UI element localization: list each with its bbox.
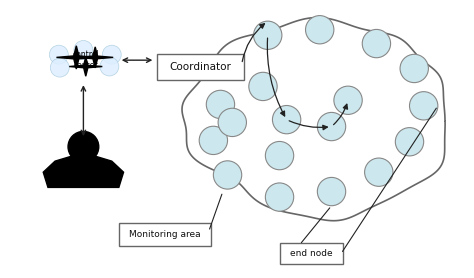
- Text: control
center: control center: [73, 51, 99, 70]
- Ellipse shape: [265, 183, 294, 211]
- Ellipse shape: [50, 58, 69, 77]
- Text: end node: end node: [290, 249, 333, 258]
- FancyBboxPatch shape: [156, 54, 244, 80]
- Ellipse shape: [254, 21, 282, 49]
- Ellipse shape: [365, 158, 393, 186]
- Ellipse shape: [68, 131, 99, 162]
- Text: Monitoring area: Monitoring area: [129, 230, 201, 239]
- Ellipse shape: [206, 90, 235, 119]
- Ellipse shape: [49, 45, 68, 64]
- Ellipse shape: [306, 16, 334, 44]
- Ellipse shape: [102, 45, 121, 64]
- Polygon shape: [69, 57, 102, 76]
- Ellipse shape: [318, 112, 346, 141]
- Polygon shape: [182, 18, 445, 221]
- Polygon shape: [43, 156, 124, 187]
- Ellipse shape: [400, 54, 428, 83]
- Ellipse shape: [74, 41, 93, 59]
- FancyBboxPatch shape: [280, 244, 343, 264]
- Ellipse shape: [362, 29, 391, 58]
- Ellipse shape: [199, 126, 228, 155]
- Ellipse shape: [395, 128, 424, 156]
- Text: Coordinator: Coordinator: [169, 62, 231, 72]
- Ellipse shape: [410, 92, 438, 120]
- Ellipse shape: [334, 86, 362, 115]
- Ellipse shape: [218, 108, 246, 136]
- Ellipse shape: [213, 161, 242, 189]
- Polygon shape: [77, 47, 113, 68]
- Polygon shape: [56, 46, 96, 69]
- Ellipse shape: [265, 142, 294, 170]
- FancyBboxPatch shape: [119, 223, 211, 246]
- Ellipse shape: [249, 72, 277, 101]
- Ellipse shape: [273, 105, 301, 134]
- Ellipse shape: [318, 177, 346, 206]
- Ellipse shape: [100, 57, 119, 76]
